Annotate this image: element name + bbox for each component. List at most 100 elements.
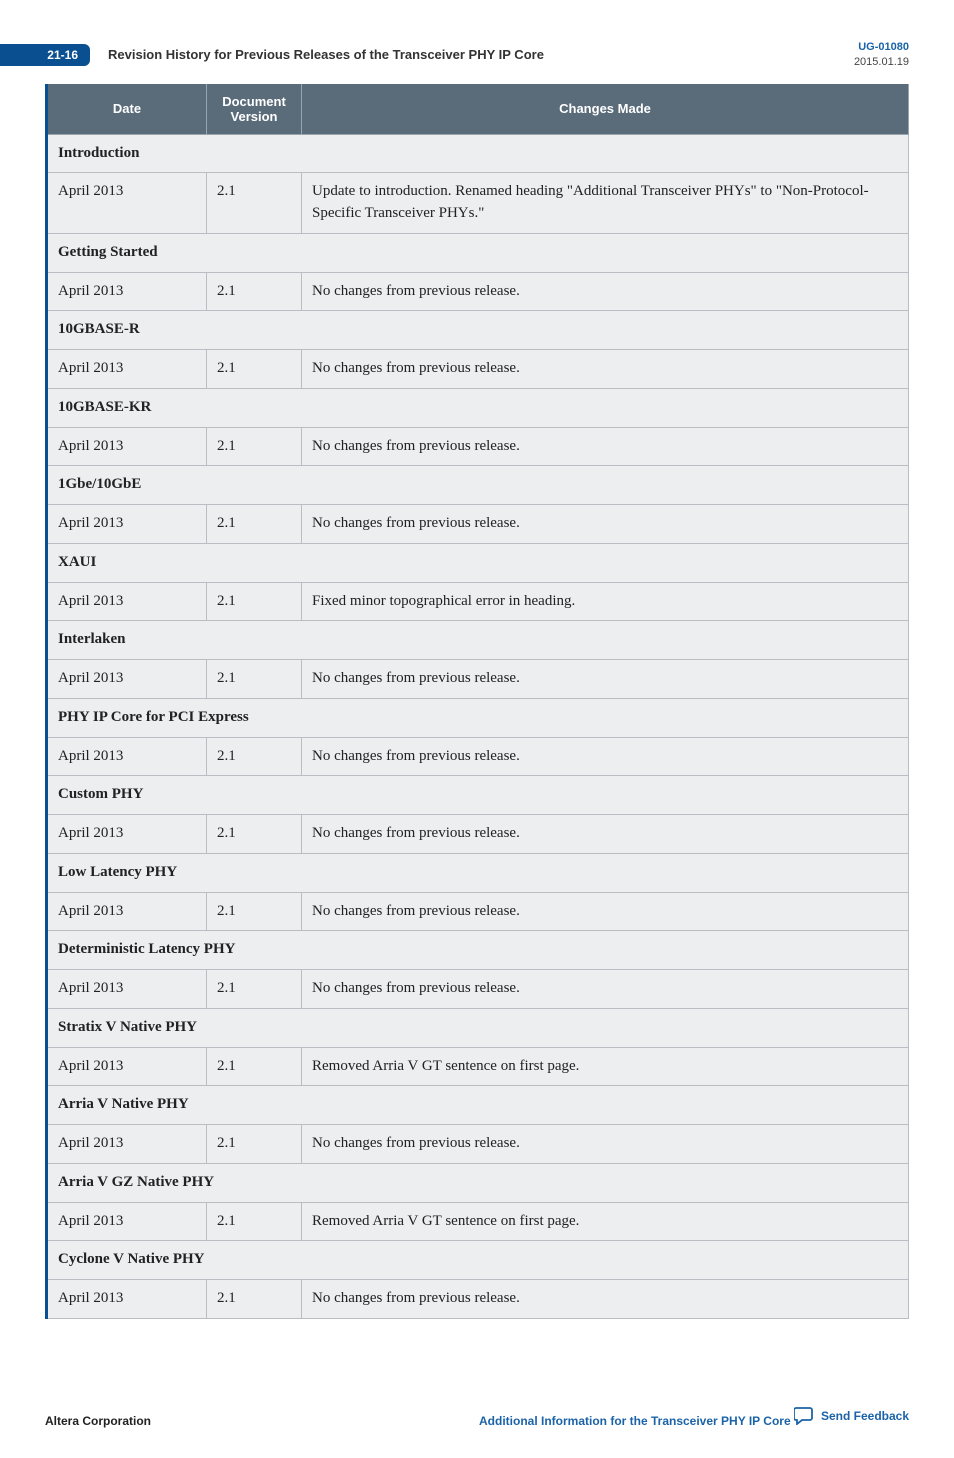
cell-version: 2.1: [207, 970, 302, 1009]
section-label: Deterministic Latency PHY: [47, 931, 909, 970]
cell-date: April 2013: [47, 427, 207, 466]
cell-version: 2.1: [207, 892, 302, 931]
col-header-version: Document Version: [207, 84, 302, 135]
cell-version: 2.1: [207, 427, 302, 466]
cell-version: 2.1: [207, 173, 302, 234]
table-section-row: Deterministic Latency PHY: [47, 931, 909, 970]
cell-date: April 2013: [47, 892, 207, 931]
section-label: Getting Started: [47, 233, 909, 272]
cell-changes: Fixed minor topographical error in headi…: [302, 582, 909, 621]
cell-date: April 2013: [47, 815, 207, 854]
table-section-row: XAUI: [47, 543, 909, 582]
header-title: Revision History for Previous Releases o…: [108, 47, 544, 62]
table-row: April 20132.1No changes from previous re…: [47, 660, 909, 699]
col-header-changes: Changes Made: [302, 84, 909, 135]
table-row: April 20132.1No changes from previous re…: [47, 970, 909, 1009]
table-section-row: 10GBASE-KR: [47, 388, 909, 427]
table-header-row: Date Document Version Changes Made: [47, 84, 909, 135]
cell-version: 2.1: [207, 1280, 302, 1319]
cell-changes: Removed Arria V GT sentence on first pag…: [302, 1202, 909, 1241]
footer-company: Altera Corporation: [45, 1414, 151, 1428]
cell-changes: No changes from previous release.: [302, 892, 909, 931]
cell-changes: No changes from previous release.: [302, 272, 909, 311]
send-feedback-link[interactable]: Send Feedback: [794, 1407, 909, 1425]
table-row: April 20132.1Fixed minor topographical e…: [47, 582, 909, 621]
table-row: April 20132.1Removed Arria V GT sentence…: [47, 1202, 909, 1241]
section-label: Arria V Native PHY: [47, 1086, 909, 1125]
footer-info-link[interactable]: Additional Information for the Transceiv…: [479, 1414, 791, 1428]
cell-date: April 2013: [47, 1047, 207, 1086]
section-label: Stratix V Native PHY: [47, 1008, 909, 1047]
section-label: Introduction: [47, 134, 909, 173]
table-section-row: Low Latency PHY: [47, 853, 909, 892]
feedback-icon: [794, 1407, 814, 1425]
table-row: April 20132.1No changes from previous re…: [47, 350, 909, 389]
section-label: 10GBASE-KR: [47, 388, 909, 427]
header-right: UG-01080 2015.01.19: [854, 40, 909, 70]
page-number-badge: 21-16: [0, 44, 90, 66]
section-label: Low Latency PHY: [47, 853, 909, 892]
table-row: April 20132.1Removed Arria V GT sentence…: [47, 1047, 909, 1086]
section-label: Custom PHY: [47, 776, 909, 815]
col-header-date: Date: [47, 84, 207, 135]
cell-date: April 2013: [47, 582, 207, 621]
section-label: 10GBASE-R: [47, 311, 909, 350]
table-section-row: Getting Started: [47, 233, 909, 272]
cell-version: 2.1: [207, 350, 302, 389]
table-row: April 20132.1Update to introduction. Ren…: [47, 173, 909, 234]
cell-changes: No changes from previous release.: [302, 1280, 909, 1319]
feedback-label: Send Feedback: [821, 1409, 909, 1423]
cell-changes: Removed Arria V GT sentence on first pag…: [302, 1047, 909, 1086]
table-row: April 20132.1No changes from previous re…: [47, 1280, 909, 1319]
footer-right: Additional Information for the Transceiv…: [479, 1389, 909, 1428]
table-section-row: Stratix V Native PHY: [47, 1008, 909, 1047]
table-section-row: Introduction: [47, 134, 909, 173]
cell-date: April 2013: [47, 660, 207, 699]
section-label: XAUI: [47, 543, 909, 582]
revision-history-table: Date Document Version Changes Made Intro…: [45, 84, 909, 1319]
cell-version: 2.1: [207, 272, 302, 311]
cell-version: 2.1: [207, 1202, 302, 1241]
table-row: April 20132.1No changes from previous re…: [47, 1125, 909, 1164]
cell-version: 2.1: [207, 660, 302, 699]
cell-version: 2.1: [207, 505, 302, 544]
cell-date: April 2013: [47, 1125, 207, 1164]
cell-version: 2.1: [207, 1125, 302, 1164]
section-label: Interlaken: [47, 621, 909, 660]
cell-changes: No changes from previous release.: [302, 970, 909, 1009]
cell-changes: No changes from previous release.: [302, 737, 909, 776]
cell-date: April 2013: [47, 272, 207, 311]
cell-date: April 2013: [47, 1202, 207, 1241]
cell-changes: No changes from previous release.: [302, 815, 909, 854]
cell-version: 2.1: [207, 815, 302, 854]
cell-date: April 2013: [47, 350, 207, 389]
cell-version: 2.1: [207, 737, 302, 776]
page-header: 21-16 Revision History for Previous Rele…: [45, 40, 909, 70]
page-footer: Altera Corporation Additional Informatio…: [45, 1389, 909, 1428]
cell-changes: Update to introduction. Renamed heading …: [302, 173, 909, 234]
table-section-row: Arria V GZ Native PHY: [47, 1163, 909, 1202]
section-label: Cyclone V Native PHY: [47, 1241, 909, 1280]
cell-changes: No changes from previous release.: [302, 660, 909, 699]
cell-version: 2.1: [207, 1047, 302, 1086]
table-row: April 20132.1No changes from previous re…: [47, 427, 909, 466]
cell-date: April 2013: [47, 737, 207, 776]
table-row: April 20132.1No changes from previous re…: [47, 815, 909, 854]
cell-changes: No changes from previous release.: [302, 427, 909, 466]
section-label: PHY IP Core for PCI Express: [47, 698, 909, 737]
cell-changes: No changes from previous release.: [302, 350, 909, 389]
cell-date: April 2013: [47, 505, 207, 544]
cell-date: April 2013: [47, 970, 207, 1009]
cell-date: April 2013: [47, 173, 207, 234]
table-section-row: 10GBASE-R: [47, 311, 909, 350]
header-left: 21-16 Revision History for Previous Rele…: [45, 44, 544, 66]
table-row: April 20132.1No changes from previous re…: [47, 892, 909, 931]
cell-date: April 2013: [47, 1280, 207, 1319]
table-section-row: PHY IP Core for PCI Express: [47, 698, 909, 737]
section-label: 1Gbe/10GbE: [47, 466, 909, 505]
table-section-row: Cyclone V Native PHY: [47, 1241, 909, 1280]
table-row: April 20132.1No changes from previous re…: [47, 272, 909, 311]
doc-id-link[interactable]: UG-01080: [858, 41, 909, 53]
cell-changes: No changes from previous release.: [302, 1125, 909, 1164]
table-section-row: Arria V Native PHY: [47, 1086, 909, 1125]
